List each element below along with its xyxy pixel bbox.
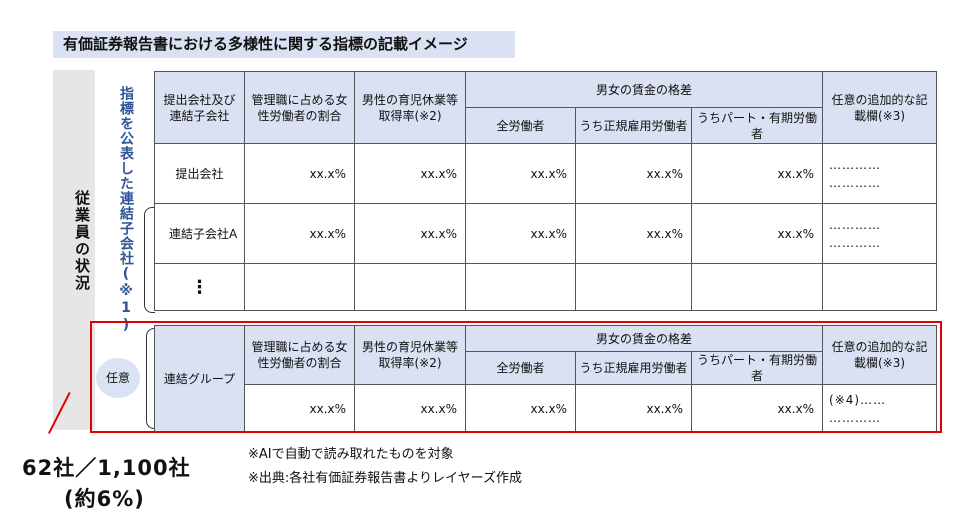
note-ai: ※AIで自動で読み取れたものを対象 bbox=[248, 447, 454, 462]
side-panel bbox=[53, 70, 95, 430]
cell-part-time: xx.x% bbox=[690, 384, 824, 433]
count-text: 62社／1,100社 bbox=[22, 456, 191, 480]
header-optional: 任意の追加的な記載欄(※3) bbox=[822, 325, 938, 385]
cell-optional: ………… ………… bbox=[822, 143, 938, 204]
cell-all-workers: xx.x% bbox=[465, 203, 576, 264]
cell-male-leave: xx.x% bbox=[354, 203, 466, 264]
row-label: 連結子会社A bbox=[154, 203, 245, 264]
percent-text: (約6%) bbox=[64, 487, 145, 511]
cell-regular: xx.x% bbox=[575, 143, 692, 204]
cell-women-mgmt: xx.x% bbox=[244, 384, 355, 433]
header-regular: うち正規雇用労働者 bbox=[575, 107, 692, 144]
cell-women-mgmt: xx.x% bbox=[244, 143, 355, 204]
header-part-time: うちパート・有期労働者 bbox=[690, 351, 824, 385]
cell-male-leave: xx.x% bbox=[354, 143, 466, 204]
side-label: 従業員の状況 bbox=[73, 190, 91, 292]
subsidiary-vertical-label: 指標を公表した連結子会社(※1) bbox=[118, 86, 134, 334]
cell-regular: xx.x% bbox=[575, 203, 692, 264]
table-row: 提出会社 xx.x% xx.x% xx.x% xx.x% xx.x% ………… … bbox=[154, 143, 938, 204]
page-title: 有価証券報告書における多様性に関する指標の記載イメージ bbox=[53, 31, 515, 58]
header-women-mgmt: 管理職に占める女性労働者の割合 bbox=[244, 325, 355, 385]
cell-all-workers: xx.x% bbox=[465, 143, 576, 204]
row-ellipsis: ⋮ bbox=[154, 263, 245, 311]
header-wage-gap: 男女の賃金の格差 bbox=[464, 71, 824, 108]
header-company: 提出会社及び連結子会社 bbox=[154, 71, 245, 144]
header-male-leave: 男性の育児休業等取得率(※2) bbox=[354, 71, 466, 144]
header-all-workers: 全労働者 bbox=[465, 351, 576, 385]
cell-all-workers: xx.x% bbox=[465, 384, 576, 433]
note-source: ※出典:各社有価証券報告書よりレイヤーズ作成 bbox=[248, 471, 522, 486]
header-part-time: うちパート・有期労働者 bbox=[690, 107, 824, 144]
header-male-leave: 男性の育児休業等取得率(※2) bbox=[354, 325, 466, 385]
cell-regular: xx.x% bbox=[575, 384, 692, 433]
group-brace bbox=[146, 328, 155, 429]
main-table: 提出会社及び連結子会社 管理職に占める女性労働者の割合 男性の育児休業等取得率(… bbox=[154, 71, 938, 311]
highlight-box bbox=[90, 321, 942, 433]
cell-women-mgmt: xx.x% bbox=[244, 203, 355, 264]
header-women-mgmt: 管理職に占める女性労働者の割合 bbox=[244, 71, 355, 144]
row-label: 提出会社 bbox=[154, 143, 245, 204]
table-row: ⋮ bbox=[154, 263, 938, 311]
cell-part-time: xx.x% bbox=[690, 143, 824, 204]
table-row: 連結子会社A xx.x% xx.x% xx.x% xx.x% xx.x% ………… bbox=[154, 203, 938, 264]
optional-badge: 任意 bbox=[96, 358, 140, 398]
cell-optional: ………… ………… bbox=[822, 203, 938, 264]
header-all-workers: 全労働者 bbox=[465, 107, 576, 144]
subsidiary-brace bbox=[144, 207, 155, 313]
header-wage-gap: 男女の賃金の格差 bbox=[464, 325, 824, 352]
header-optional: 任意の追加的な記載欄(※3) bbox=[822, 71, 938, 144]
cell-part-time: xx.x% bbox=[690, 203, 824, 264]
